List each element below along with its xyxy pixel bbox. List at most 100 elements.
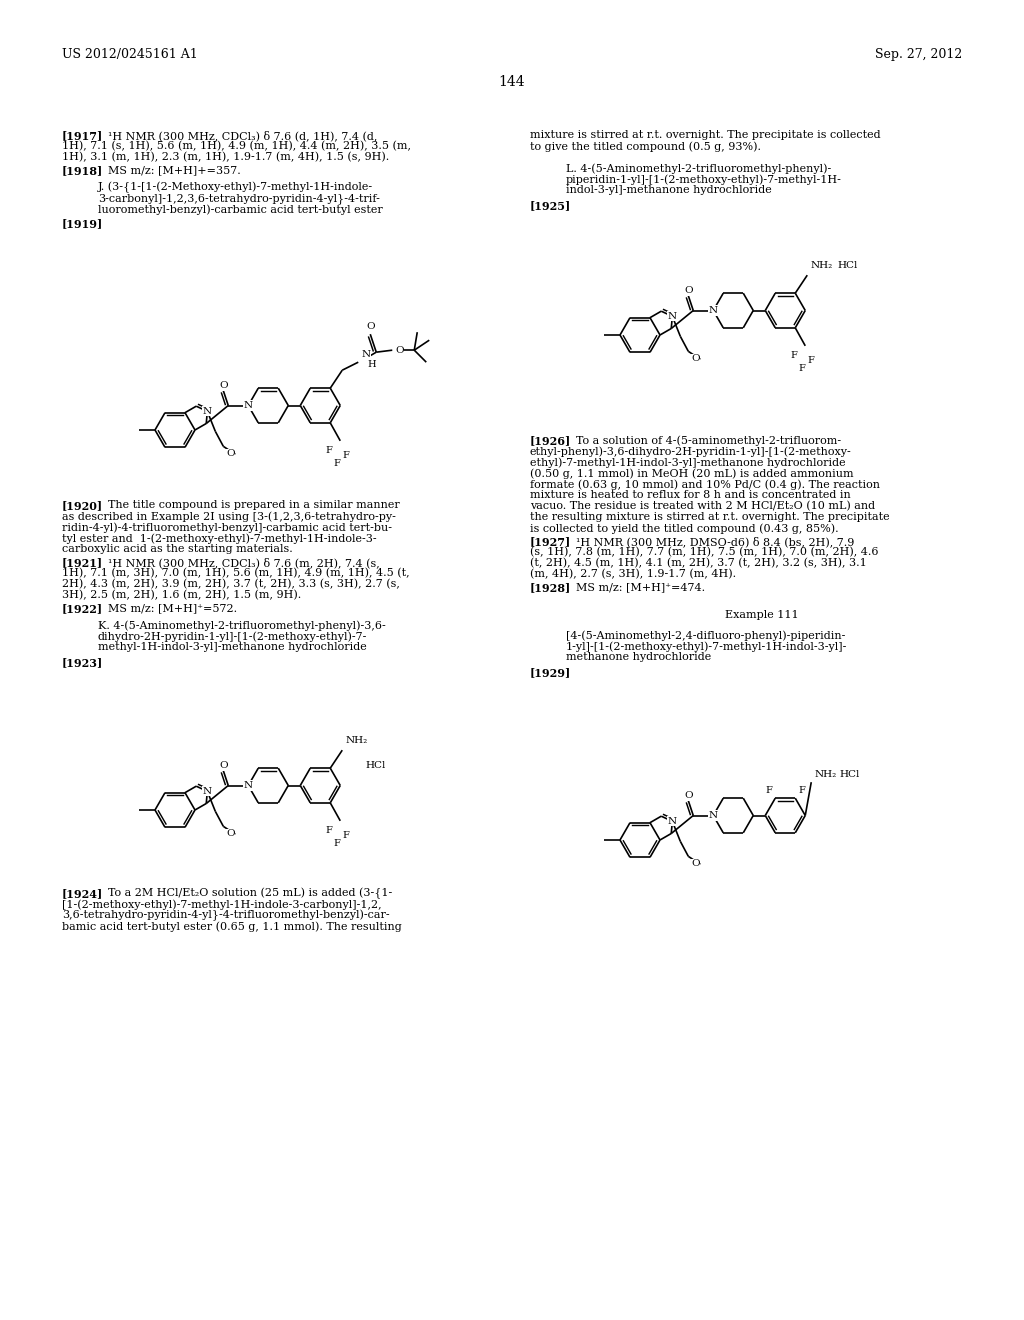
Text: H: H <box>368 359 376 368</box>
Text: indol-3-yl]-methanone hydrochloride: indol-3-yl]-methanone hydrochloride <box>566 185 772 195</box>
Text: 1H), 7.1 (s, 1H), 5.6 (m, 1H), 4.9 (m, 1H), 4.4 (m, 2H), 3.5 (m,: 1H), 7.1 (s, 1H), 5.6 (m, 1H), 4.9 (m, 1… <box>62 141 411 152</box>
Text: N: N <box>244 781 253 789</box>
Text: O: O <box>691 859 700 869</box>
Text: N: N <box>709 810 718 820</box>
Text: F: F <box>342 451 349 459</box>
Text: [1919]: [1919] <box>62 218 103 228</box>
Text: as described in Example 2I using [3-(1,2,3,6-tetrahydro-py-: as described in Example 2I using [3-(1,2… <box>62 511 396 521</box>
Text: N: N <box>668 817 677 826</box>
Text: F: F <box>326 826 332 834</box>
Text: vacuo. The residue is treated with 2 M HCl/Et₂O (10 mL) and: vacuo. The residue is treated with 2 M H… <box>530 502 876 511</box>
Text: [1918]: [1918] <box>62 165 103 176</box>
Text: 1-yl]-[1-(2-methoxy-ethyl)-7-methyl-1H-indol-3-yl]-: 1-yl]-[1-(2-methoxy-ethyl)-7-methyl-1H-i… <box>566 642 848 652</box>
Text: 3-carbonyl]-1,2,3,6-tetrahydro-pyridin-4-yl}-4-trif-: 3-carbonyl]-1,2,3,6-tetrahydro-pyridin-4… <box>98 193 380 203</box>
Text: 1H), 7.1 (m, 3H), 7.0 (m, 1H), 5.6 (m, 1H), 4.9 (m, 1H), 4.5 (t,: 1H), 7.1 (m, 3H), 7.0 (m, 1H), 5.6 (m, 1… <box>62 568 410 578</box>
Text: formate (0.63 g, 10 mmol) and 10% Pd/C (0.4 g). The reaction: formate (0.63 g, 10 mmol) and 10% Pd/C (… <box>530 479 880 490</box>
Text: (0.50 g, 1.1 mmol) in MeOH (20 mL) is added ammonium: (0.50 g, 1.1 mmol) in MeOH (20 mL) is ad… <box>530 469 854 479</box>
Text: NH₂: NH₂ <box>345 737 368 746</box>
Text: 3H), 2.5 (m, 2H), 1.6 (m, 2H), 1.5 (m, 9H).: 3H), 2.5 (m, 2H), 1.6 (m, 2H), 1.5 (m, 9… <box>62 590 301 601</box>
Text: J. (3-{1-[1-(2-Methoxy-ethyl)-7-methyl-1H-indole-: J. (3-{1-[1-(2-Methoxy-ethyl)-7-methyl-1… <box>98 182 373 193</box>
Text: tyl ester and  1-(2-methoxy-ethyl)-7-methyl-1H-indole-3-: tyl ester and 1-(2-methoxy-ethyl)-7-meth… <box>62 533 377 544</box>
Text: Sep. 27, 2012: Sep. 27, 2012 <box>874 48 962 61</box>
Text: HCl: HCl <box>840 770 859 779</box>
Text: (m, 4H), 2.7 (s, 3H), 1.9-1.7 (m, 4H).: (m, 4H), 2.7 (s, 3H), 1.9-1.7 (m, 4H). <box>530 569 736 579</box>
Text: ethyl-phenyl)-3,6-dihydro-2H-pyridin-1-yl]-[1-(2-methoxy-: ethyl-phenyl)-3,6-dihydro-2H-pyridin-1-y… <box>530 446 852 457</box>
Text: MS m/z: [M+H]⁺=572.: MS m/z: [M+H]⁺=572. <box>108 603 238 612</box>
Text: dihydro-2H-pyridin-1-yl]-[1-(2-methoxy-ethyl)-7-: dihydro-2H-pyridin-1-yl]-[1-(2-methoxy-e… <box>98 631 368 642</box>
Text: [1925]: [1925] <box>530 201 571 211</box>
Text: HCl: HCl <box>838 261 858 271</box>
Text: O: O <box>219 762 227 770</box>
Text: F: F <box>334 459 341 467</box>
Text: US 2012/0245161 A1: US 2012/0245161 A1 <box>62 48 198 61</box>
Text: [1923]: [1923] <box>62 657 103 668</box>
Text: N: N <box>203 407 212 416</box>
Text: piperidin-1-yl]-[1-(2-methoxy-ethyl)-7-methyl-1H-: piperidin-1-yl]-[1-(2-methoxy-ethyl)-7-m… <box>566 174 842 185</box>
Text: O: O <box>366 322 375 331</box>
Text: carboxylic acid as the starting materials.: carboxylic acid as the starting material… <box>62 544 293 554</box>
Text: [1917]: [1917] <box>62 129 103 141</box>
Text: mixture is stirred at r.t. overnight. The precipitate is collected: mixture is stirred at r.t. overnight. Th… <box>530 129 881 140</box>
Text: L. 4-(5-Aminomethyl-2-trifluoromethyl-phenyl)-: L. 4-(5-Aminomethyl-2-trifluoromethyl-ph… <box>566 162 831 173</box>
Text: ridin-4-yl)-4-trifluoromethyl-benzyl]-carbamic acid tert-bu-: ridin-4-yl)-4-trifluoromethyl-benzyl]-ca… <box>62 521 392 532</box>
Text: 1H), 3.1 (m, 1H), 2.3 (m, 1H), 1.9-1.7 (m, 4H), 1.5 (s, 9H).: 1H), 3.1 (m, 1H), 2.3 (m, 1H), 1.9-1.7 (… <box>62 152 389 162</box>
Text: F: F <box>326 446 332 455</box>
Text: NH₂: NH₂ <box>810 261 833 271</box>
Text: N: N <box>361 350 371 359</box>
Text: mixture is heated to reflux for 8 h and is concentrated in: mixture is heated to reflux for 8 h and … <box>530 490 851 500</box>
Text: The title compound is prepared in a similar manner: The title compound is prepared in a simi… <box>108 500 399 510</box>
Text: the resulting mixture is stirred at r.t. overnight. The precipitate: the resulting mixture is stirred at r.t.… <box>530 512 890 521</box>
Text: MS m/z: [M+H]⁺=474.: MS m/z: [M+H]⁺=474. <box>575 582 706 591</box>
Text: K. 4-(5-Aminomethyl-2-trifluoromethyl-phenyl)-3,6-: K. 4-(5-Aminomethyl-2-trifluoromethyl-ph… <box>98 620 386 631</box>
Text: F: F <box>799 364 806 372</box>
Text: luoromethyl-benzyl)-carbamic acid tert-butyl ester: luoromethyl-benzyl)-carbamic acid tert-b… <box>98 205 383 215</box>
Text: To a solution of 4-(5-aminomethyl-2-trifluorom-: To a solution of 4-(5-aminomethyl-2-trif… <box>575 436 841 446</box>
Text: ¹H NMR (300 MHz, DMSO-d6) δ 8.4 (bs, 2H), 7.9: ¹H NMR (300 MHz, DMSO-d6) δ 8.4 (bs, 2H)… <box>575 536 854 546</box>
Text: F: F <box>334 838 341 847</box>
Text: methanone hydrochloride: methanone hydrochloride <box>566 652 712 663</box>
Text: O: O <box>226 829 234 838</box>
Text: [1927]: [1927] <box>530 536 571 546</box>
Text: bamic acid tert-butyl ester (0.65 g, 1.1 mmol). The resulting: bamic acid tert-butyl ester (0.65 g, 1.1… <box>62 921 401 932</box>
Text: 3,6-tetrahydro-pyridin-4-yl}-4-trifluoromethyl-benzyl)-car-: 3,6-tetrahydro-pyridin-4-yl}-4-trifluoro… <box>62 909 389 921</box>
Text: O: O <box>684 791 692 800</box>
Text: N: N <box>244 401 253 411</box>
Text: [1922]: [1922] <box>62 603 103 614</box>
Text: N: N <box>709 306 718 315</box>
Text: NH₂: NH₂ <box>814 770 837 779</box>
Text: N: N <box>203 787 212 796</box>
Text: ¹H NMR (300 MHz, CDCl₃) δ 7.6 (d, 1H), 7.4 (d,: ¹H NMR (300 MHz, CDCl₃) δ 7.6 (d, 1H), 7… <box>108 129 378 141</box>
Text: O: O <box>395 346 403 355</box>
Text: [1924]: [1924] <box>62 888 103 899</box>
Text: to give the titled compound (0.5 g, 93%).: to give the titled compound (0.5 g, 93%)… <box>530 141 761 152</box>
Text: [1-(2-methoxy-ethyl)-7-methyl-1H-indole-3-carbonyl]-1,2,: [1-(2-methoxy-ethyl)-7-methyl-1H-indole-… <box>62 899 382 909</box>
Text: [1928]: [1928] <box>530 582 571 593</box>
Text: ethyl)-7-methyl-1H-indol-3-yl]-methanone hydrochloride: ethyl)-7-methyl-1H-indol-3-yl]-methanone… <box>530 457 846 467</box>
Text: HCl: HCl <box>366 762 386 770</box>
Text: 2H), 4.3 (m, 2H), 3.9 (m, 2H), 3.7 (t, 2H), 3.3 (s, 3H), 2.7 (s,: 2H), 4.3 (m, 2H), 3.9 (m, 2H), 3.7 (t, 2… <box>62 579 400 589</box>
Text: 144: 144 <box>499 75 525 88</box>
Text: [4-(5-Aminomethyl-2,4-difluoro-phenyl)-piperidin-: [4-(5-Aminomethyl-2,4-difluoro-phenyl)-p… <box>566 630 846 640</box>
Text: F: F <box>791 351 798 360</box>
Text: [1920]: [1920] <box>62 500 103 511</box>
Text: O: O <box>691 354 700 363</box>
Text: F: F <box>807 356 814 364</box>
Text: F: F <box>342 830 349 840</box>
Text: methyl-1H-indol-3-yl]-methanone hydrochloride: methyl-1H-indol-3-yl]-methanone hydrochl… <box>98 642 367 652</box>
Text: (t, 2H), 4.5 (m, 1H), 4.1 (m, 2H), 3.7 (t, 2H), 3.2 (s, 3H), 3.1: (t, 2H), 4.5 (m, 1H), 4.1 (m, 2H), 3.7 (… <box>530 558 866 569</box>
Text: [1926]: [1926] <box>530 436 571 446</box>
Text: O: O <box>226 449 234 458</box>
Text: is collected to yield the titled compound (0.43 g, 85%).: is collected to yield the titled compoun… <box>530 523 839 533</box>
Text: O: O <box>219 381 227 389</box>
Text: To a 2M HCl/Et₂O solution (25 mL) is added (3-{1-: To a 2M HCl/Et₂O solution (25 mL) is add… <box>108 888 392 899</box>
Text: ¹H NMR (300 MHz, CDCl₃) δ 7.6 (m, 2H), 7.4 (s,: ¹H NMR (300 MHz, CDCl₃) δ 7.6 (m, 2H), 7… <box>108 557 380 568</box>
Text: N: N <box>668 312 677 321</box>
Text: F: F <box>765 787 772 795</box>
Text: MS m/z: [M+H]+=357.: MS m/z: [M+H]+=357. <box>108 165 241 176</box>
Text: Example 111: Example 111 <box>725 610 799 620</box>
Text: O: O <box>684 286 692 294</box>
Text: F: F <box>799 787 805 795</box>
Text: [1929]: [1929] <box>530 667 571 678</box>
Text: (s, 1H), 7.8 (m, 1H), 7.7 (m, 1H), 7.5 (m, 1H), 7.0 (m, 2H), 4.6: (s, 1H), 7.8 (m, 1H), 7.7 (m, 1H), 7.5 (… <box>530 546 879 557</box>
Text: [1921]: [1921] <box>62 557 103 568</box>
